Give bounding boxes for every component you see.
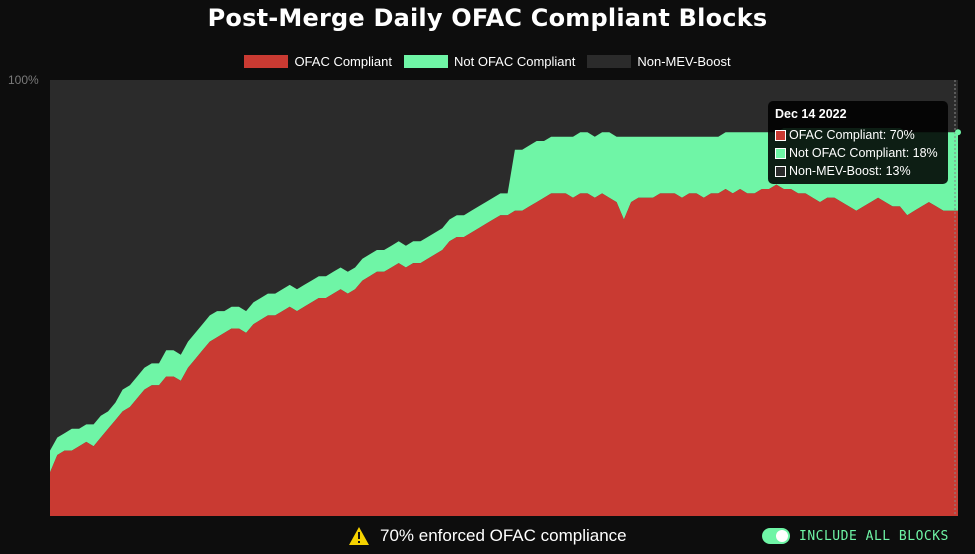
- legend-swatch-non-mev-boost: [587, 55, 632, 68]
- legend-label-ofac-compliant: OFAC Compliant: [294, 54, 392, 69]
- y-tick-label-100: 100%: [8, 73, 39, 87]
- legend-item-ofac-compliant[interactable]: OFAC Compliant: [244, 54, 392, 69]
- include-all-blocks-control[interactable]: INCLUDE ALL BLOCKS: [762, 528, 949, 544]
- legend-label-non-mev-boost: Non-MEV-Boost: [637, 54, 731, 69]
- tooltip-row-non-mev-boost: Non-MEV-Boost: 13%: [775, 162, 941, 180]
- area-series-non-mev-boost: [50, 80, 958, 451]
- tooltip-label-ofac-compliant: OFAC Compliant: 70%: [789, 128, 915, 142]
- tooltip-row-not-ofac-compliant: Not OFAC Compliant: 18%: [775, 144, 941, 162]
- legend-swatch-ofac-compliant: [244, 55, 289, 68]
- area-series-ofac-compliant: [50, 184, 958, 516]
- warning-icon: [349, 527, 369, 545]
- legend-label-not-ofac-compliant: Not OFAC Compliant: [453, 54, 576, 69]
- chart-tooltip: Dec 14 2022 OFAC Compliant: 70% Not OFAC…: [768, 101, 948, 184]
- tooltip-row-ofac-compliant: OFAC Compliant: 70%: [775, 126, 941, 144]
- tooltip-swatch-not-ofac-compliant: [775, 147, 786, 159]
- tooltip-label-not-ofac-compliant: Not OFAC Compliant: 18%: [789, 146, 938, 160]
- tooltip-date: Dec 14 2022: [775, 107, 847, 121]
- hover-point: [955, 129, 961, 136]
- chart-legend: OFAC Compliant Not OFAC Compliant Non-ME…: [0, 54, 975, 69]
- chart-title: Post-Merge Daily OFAC Compliant Blocks: [207, 4, 768, 32]
- compliance-note: 70% enforced OFAC compliance: [348, 526, 627, 546]
- tooltip-swatch-ofac-compliant: [775, 129, 786, 141]
- legend-swatch-not-ofac-compliant: [403, 55, 448, 68]
- tooltip-swatch-non-mev-boost: [775, 165, 786, 177]
- legend-item-non-mev-boost[interactable]: Non-MEV-Boost: [587, 54, 731, 69]
- include-all-blocks-toggle[interactable]: [762, 528, 790, 544]
- compliance-note-text: 70% enforced OFAC compliance: [380, 526, 627, 545]
- legend-item-not-ofac-compliant[interactable]: Not OFAC Compliant: [403, 54, 576, 69]
- toggle-knob: [776, 530, 788, 542]
- include-all-blocks-label[interactable]: INCLUDE ALL BLOCKS: [799, 528, 949, 544]
- tooltip-label-non-mev-boost: Non-MEV-Boost: 13%: [789, 164, 911, 178]
